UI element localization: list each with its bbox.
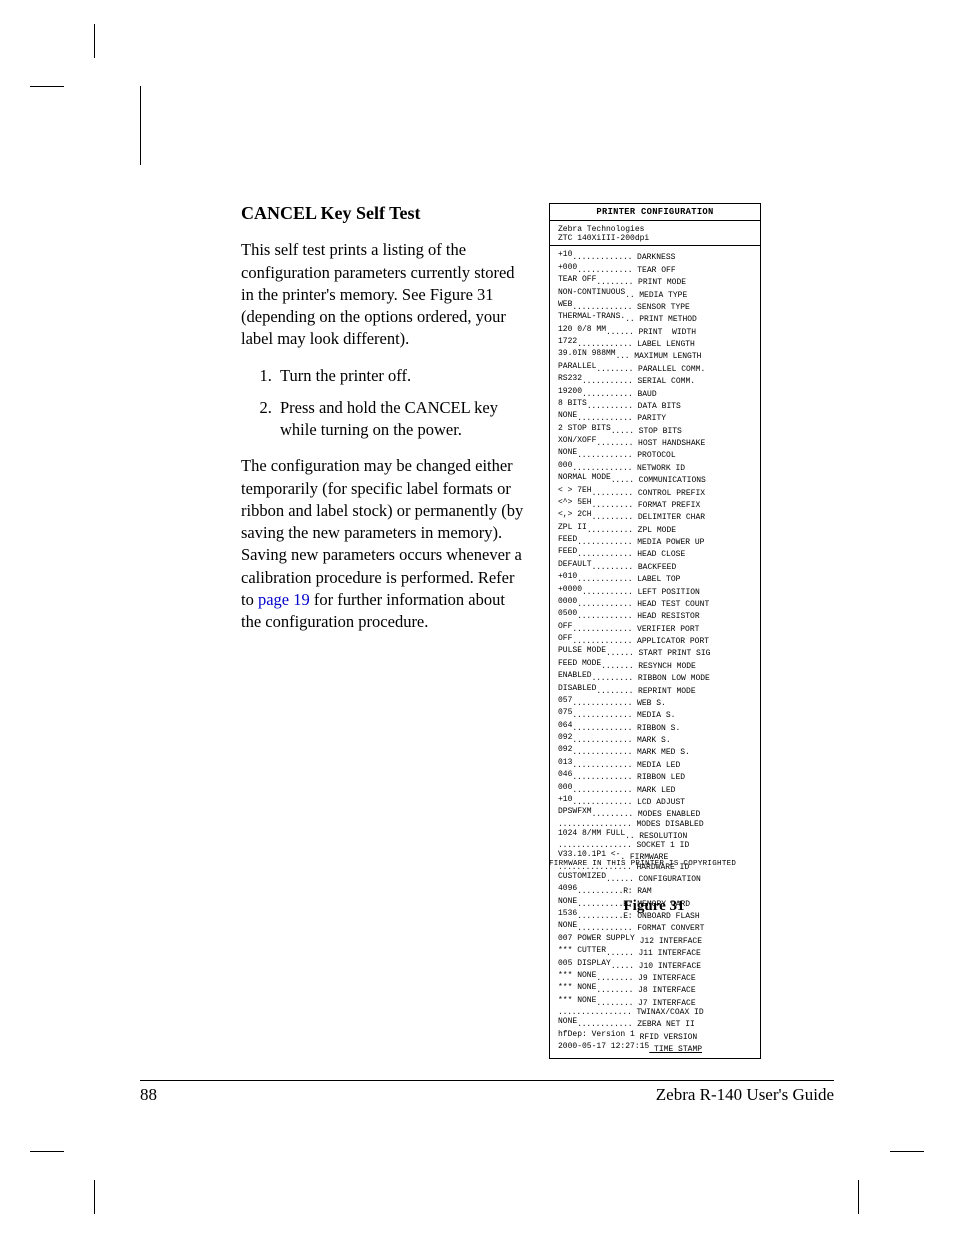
config-row: NONE............ PARITY <box>558 411 752 423</box>
config-row: 064............. RIBBON S. <box>558 721 752 733</box>
page-number: 88 <box>140 1085 157 1105</box>
text-segment: The configuration may be changed either … <box>241 456 523 609</box>
config-row: PULSE MODE...... START PRINT SIG <box>558 646 752 658</box>
config-row: +000............ TEAR OFF <box>558 263 752 275</box>
config-row: ................ TWINAX/COAX ID <box>558 1008 752 1017</box>
printer-config-label: PRINTER CONFIGURATION Zebra Technologies… <box>549 203 761 1059</box>
config-row: XON/XOFF........ HOST HANDSHAKE <box>558 436 752 448</box>
config-row: 007 POWER SUPPLY J12 INTERFACE <box>558 934 752 946</box>
config-row: +0000........... LEFT POSITION <box>558 585 752 597</box>
config-row: NONE............ ZEBRA NET II <box>558 1017 752 1029</box>
config-row: CUSTOMIZED...... CONFIGURATION <box>558 872 752 884</box>
body-column: CANCEL Key Self Test This self test prin… <box>241 201 526 648</box>
config-row: 2000-05-17 12:27:15 TIME STAMP <box>558 1042 752 1054</box>
config-row: <,> 2CH......... DELIMITER CHAR <box>558 510 752 522</box>
config-row: WEB............. SENSOR TYPE <box>558 300 752 312</box>
config-row: 2 STOP BITS..... STOP BITS <box>558 424 752 436</box>
config-row: FEED............ HEAD CLOSE <box>558 547 752 559</box>
config-row: 0000............ HEAD TEST COUNT <box>558 597 752 609</box>
config-row: 092............. MARK MED S. <box>558 745 752 757</box>
config-row: 4096..........R: RAM <box>558 884 752 896</box>
step-item: Turn the printer off. <box>276 365 526 387</box>
config-row: 000............. MARK LED <box>558 783 752 795</box>
guide-title: Zebra R-140 User's Guide <box>656 1085 834 1105</box>
config-row: < > 7EH......... CONTROL PREFIX <box>558 486 752 498</box>
config-row: OFF............. APPLICATOR PORT <box>558 634 752 646</box>
step-item: Press and hold the CANCEL key while turn… <box>276 397 526 442</box>
crop-mark <box>858 1180 859 1214</box>
config-row: *** CUTTER...... J11 INTERFACE <box>558 946 752 958</box>
config-row: 046............. RIBBON LED <box>558 770 752 782</box>
figure-caption: Figure 31 <box>549 898 759 915</box>
config-row: 1024 8/MM FULL.. RESOLUTION <box>558 829 752 841</box>
config-row: NONE............ PROTOCOL <box>558 448 752 460</box>
config-row: *** NONE........ J9 INTERFACE <box>558 971 752 983</box>
config-row: DEFAULT......... BACKFEED <box>558 560 752 572</box>
config-row: NONE............ FORMAT CONVERT <box>558 921 752 933</box>
config-row: 120 0/8 MM...... PRINT WIDTH <box>558 325 752 337</box>
config-row: <^> 5EH......... FORMAT PREFIX <box>558 498 752 510</box>
page: CANCEL Key Self Test This self test prin… <box>0 0 954 1235</box>
config-row: NORMAL MODE..... COMMUNICATIONS <box>558 473 752 485</box>
crop-mark <box>30 86 64 87</box>
config-row: +10............. DARKNESS <box>558 250 752 262</box>
config-row: hfDep: Version 1 RFID VERSION <box>558 1030 752 1042</box>
config-row: *** NONE........ J8 INTERFACE <box>558 983 752 995</box>
config-row: ................ MODES DISABLED <box>558 820 752 829</box>
config-row: 8 BITS.......... DATA BITS <box>558 399 752 411</box>
config-row: ENABLED......... RIBBON LOW MODE <box>558 671 752 683</box>
config-row: TEAR OFF........ PRINT MODE <box>558 275 752 287</box>
config-row: FEED............ MEDIA POWER UP <box>558 535 752 547</box>
side-rule <box>140 86 141 165</box>
config-body: +10............. DARKNESS+000...........… <box>550 246 760 1058</box>
config-row: 1722............ LABEL LENGTH <box>558 337 752 349</box>
config-row: 057............. WEB S. <box>558 696 752 708</box>
config-row: 0500............ HEAD RESISTOR <box>558 609 752 621</box>
config-row: RS232........... SERIAL COMM. <box>558 374 752 386</box>
config-row: +010............ LABEL TOP <box>558 572 752 584</box>
config-row: 000............. NETWORK ID <box>558 461 752 473</box>
config-row: THERMAL-TRANS... PRINT METHOD <box>558 312 752 324</box>
crop-mark <box>30 1151 64 1152</box>
config-title: PRINTER CONFIGURATION <box>550 204 760 221</box>
crop-mark <box>94 24 95 58</box>
page-link[interactable]: page 19 <box>258 590 310 609</box>
config-row: PARALLEL........ PARALLEL COMM. <box>558 362 752 374</box>
config-row: DISABLED........ REPRINT MODE <box>558 684 752 696</box>
config-row: 013............. MEDIA LED <box>558 758 752 770</box>
config-row: OFF............. VERIFIER PORT <box>558 622 752 634</box>
config-row: 075............. MEDIA S. <box>558 708 752 720</box>
config-row: FEED MODE....... RESYNCH MODE <box>558 659 752 671</box>
config-row: 005 DISPLAY..... J10 INTERFACE <box>558 959 752 971</box>
config-row: 092............. MARK S. <box>558 733 752 745</box>
config-row: +10............. LCD ADJUST <box>558 795 752 807</box>
config-id: Zebra Technologies ZTC 140XiIII-200dpi <box>550 221 760 246</box>
config-row: DPSWFXM......... MODES ENABLED <box>558 807 752 819</box>
config-row: NON-CONTINUOUS.. MEDIA TYPE <box>558 288 752 300</box>
section-heading: CANCEL Key Self Test <box>241 201 526 225</box>
steps-list: Turn the printer off. Press and hold the… <box>241 365 526 442</box>
crop-mark <box>94 1180 95 1214</box>
crop-mark <box>890 1151 924 1152</box>
config-row: ZPL II.......... ZPL MODE <box>558 523 752 535</box>
page-footer: 88 Zebra R-140 User's Guide <box>140 1080 834 1105</box>
config-row: ................ SOCKET 1 ID <box>558 841 752 850</box>
config-change-paragraph: The configuration may be changed either … <box>241 455 526 633</box>
intro-paragraph: This self test prints a listing of the c… <box>241 239 526 350</box>
firmware-copyright: FIRMWARE IN THIS PRINTER IS COPYRIGHTED <box>549 860 769 868</box>
config-row: *** NONE........ J7 INTERFACE <box>558 996 752 1008</box>
config-row: 39.0IN 988MM... MAXIMUM LENGTH <box>558 349 752 361</box>
config-row: 19200........... BAUD <box>558 387 752 399</box>
